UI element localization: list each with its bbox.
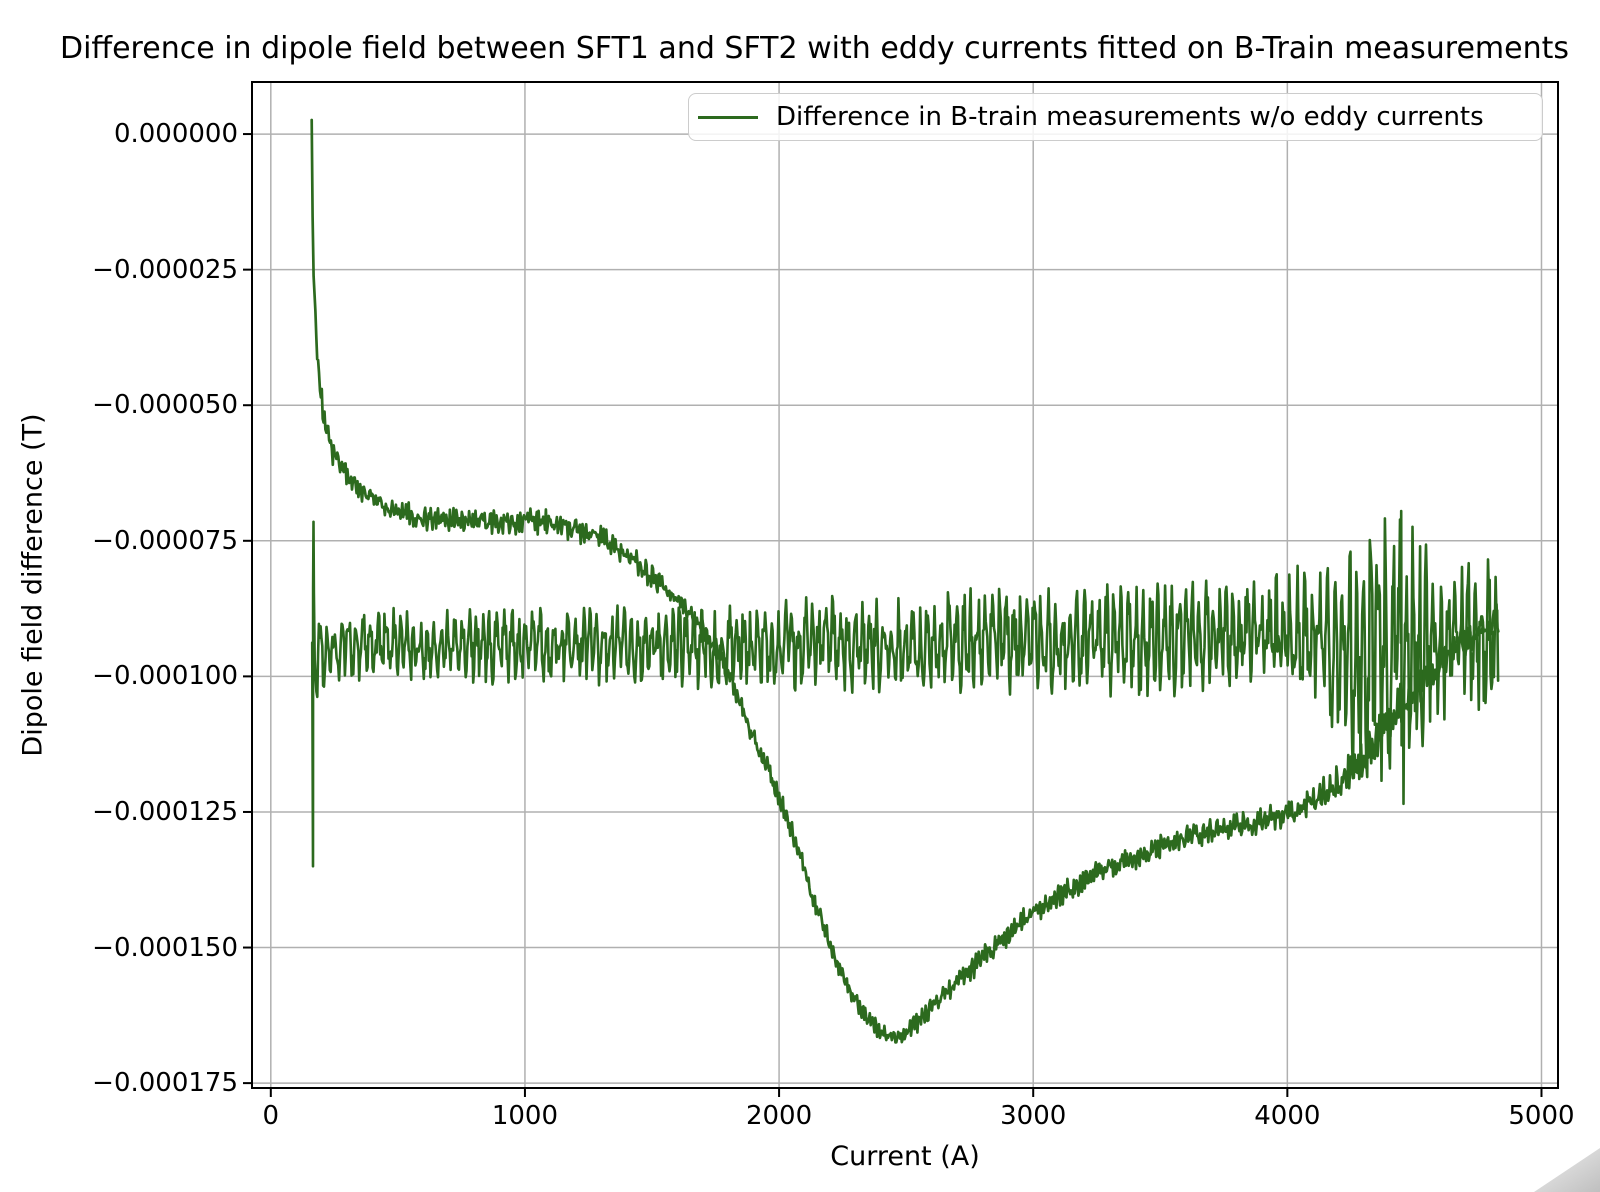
y-tick-label: −0.000075 — [92, 525, 238, 556]
y-axis-label: Dipole field difference (T) — [17, 413, 49, 757]
y-tick-label: −0.000100 — [92, 661, 238, 692]
y-tick-label: −0.000175 — [92, 1068, 238, 1099]
axes-spines — [251, 81, 1559, 1089]
y-tick-label: −0.000050 — [92, 390, 238, 421]
chart-title: Difference in dipole field between SFT1 … — [60, 31, 1569, 66]
legend-line-icon — [698, 115, 758, 119]
x-tick-label: 4000 — [1254, 1101, 1321, 1131]
y-tick-label: −0.000025 — [92, 254, 238, 285]
x-tick-label: 3000 — [1000, 1101, 1067, 1131]
y-tick-label: −0.000125 — [92, 796, 238, 827]
data-line-noisy-return-band — [310, 509, 1500, 868]
y-tick-label: 0.000000 — [113, 119, 238, 150]
legend: Difference in B-train measurements w/o e… — [688, 93, 1543, 141]
corner-artifact — [1534, 1148, 1600, 1192]
x-tick-label: 0 — [262, 1101, 280, 1131]
x-tick-label: 1000 — [491, 1101, 559, 1131]
legend-label: Difference in B-train measurements w/o e… — [776, 102, 1484, 132]
x-tick-label: 5000 — [1508, 1101, 1575, 1131]
y-tick-label: −0.000150 — [92, 932, 238, 963]
x-axis-label: Current (A) — [830, 1141, 980, 1172]
data-line-hysteresis-ramp-up-loop — [310, 118, 1500, 1044]
x-tick-label: 2000 — [745, 1101, 813, 1131]
